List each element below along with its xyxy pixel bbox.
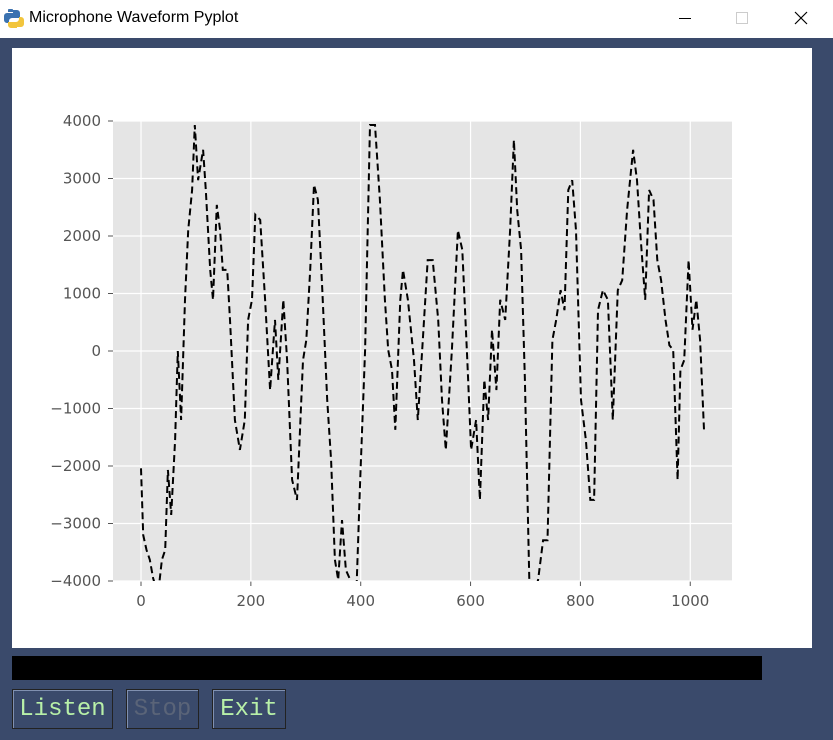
- window-title: Microphone Waveform Pyplot: [29, 9, 239, 26]
- y-tick-label: −4000: [50, 572, 101, 590]
- title-bar: Microphone Waveform Pyplot: [0, 0, 833, 38]
- y-tick-label: 3000: [63, 170, 101, 188]
- figure-panel: 0 200 400 600 800 1000 −4000 −3000 −2000 −1000 0 10…: [12, 48, 812, 648]
- x-tick-label: 400: [346, 592, 375, 610]
- y-tick-label: 4000: [63, 112, 101, 130]
- x-tick-label: 200: [237, 592, 266, 610]
- x-tick-label: 600: [456, 592, 485, 610]
- y-tick-label: −2000: [50, 457, 101, 475]
- level-bar: [12, 656, 762, 680]
- x-tick-label: 1000: [671, 592, 709, 610]
- button: Stop: [126, 689, 199, 729]
- y-tick-label: −3000: [50, 515, 101, 533]
- x-tick-label: 800: [566, 592, 595, 610]
- button[interactable]: Listen: [12, 689, 113, 729]
- y-tick-label: 0: [91, 342, 101, 360]
- y-tick-label: −1000: [50, 400, 101, 418]
- window-controls[interactable]: [0, 0, 833, 38]
- button[interactable]: Exit: [212, 689, 286, 729]
- x-tick-label: 0: [136, 592, 146, 610]
- y-tick-label: 1000: [63, 285, 101, 303]
- close[interactable]: [794, 11, 808, 25]
- y-tick-label: 2000: [63, 227, 101, 245]
- maximize: [736, 12, 748, 24]
- app-icon: [4, 9, 24, 28]
- waveform-line: [140, 124, 705, 581]
- chart: 0 200 400 600 800 1000 −4000 −3000 −2000 −1000 0 10…: [50, 112, 732, 610]
